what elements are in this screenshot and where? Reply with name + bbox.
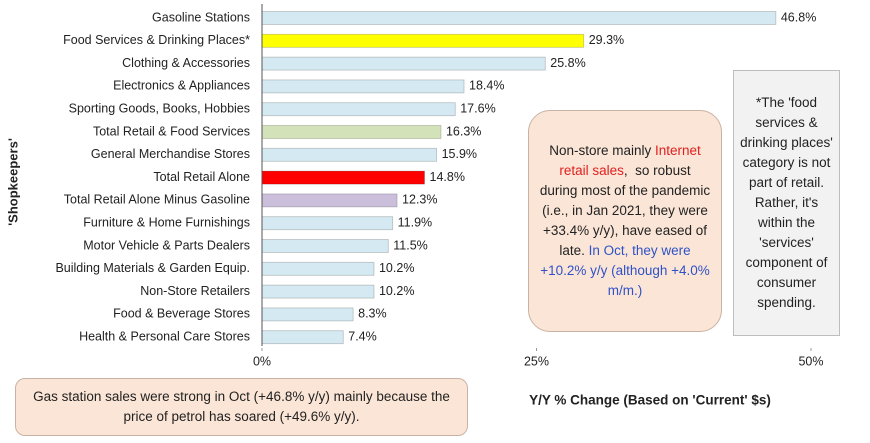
- bar: [261, 79, 465, 94]
- y-tick-label: Clothing & Accessories: [122, 56, 250, 70]
- annotation-text: Gas station sales were strong in Oct (+4…: [32, 387, 451, 427]
- value-label: 10.2%: [379, 261, 414, 275]
- y-tick-label: Total Retail Alone Minus Gasoline: [64, 193, 250, 207]
- y-tick-label: Motor Vehicle & Parts Dealers: [83, 238, 250, 252]
- bar: [261, 239, 389, 253]
- annotation-segment: *The 'food services & drinking places' c…: [740, 95, 837, 310]
- value-label: 29.3%: [589, 33, 624, 47]
- annotation: Non-store mainly Internet retail sales, …: [528, 110, 722, 332]
- annotation: *The 'food services & drinking places' c…: [733, 70, 840, 336]
- annotation-segment: , so robust during most of the pandemic …: [539, 163, 714, 258]
- value-label: 15.9%: [442, 147, 477, 161]
- annotation: Gas station sales were strong in Oct (+4…: [15, 378, 468, 436]
- y-tick-label: Non-Store Retailers: [140, 284, 250, 298]
- y-tick-label: Electronics & Appliances: [113, 79, 250, 93]
- y-tick-label: Food Services & Drinking Places*: [63, 33, 250, 47]
- bar: [261, 307, 354, 322]
- bar: [261, 33, 585, 48]
- y-tick-label: Furniture & Home Furnishings: [83, 215, 250, 229]
- value-label: 11.5%: [393, 238, 428, 252]
- bar: [261, 147, 437, 162]
- bar: [261, 102, 456, 117]
- bar: [261, 193, 398, 208]
- y-axis-title: 'Shopkeepers': [5, 138, 20, 226]
- annotation-segment: Non-store mainly: [549, 143, 655, 158]
- value-label: 16.3%: [446, 124, 481, 138]
- bar: [261, 11, 777, 25]
- annotation-text: Non-store mainly Internet retail sales, …: [539, 141, 711, 301]
- y-tick-label: General Merchandise Stores: [91, 147, 250, 161]
- value-label: 25.8%: [550, 56, 585, 70]
- annotation-text: *The 'food services & drinking places' c…: [740, 93, 833, 313]
- bar: [261, 56, 546, 71]
- value-label: 46.8%: [781, 10, 816, 24]
- value-label: 10.2%: [379, 284, 414, 298]
- value-label: 18.4%: [469, 79, 504, 93]
- y-tick-label: Total Retail & Food Services: [93, 124, 250, 138]
- value-label: 17.6%: [460, 101, 495, 115]
- y-tick-label: Gasoline Stations: [152, 10, 250, 24]
- value-label: 12.3%: [402, 193, 437, 207]
- value-label: 11.9%: [398, 215, 433, 229]
- annotation-segment: Gas station sales were strong in Oct (+4…: [33, 389, 454, 424]
- y-tick-label: Total Retail Alone: [153, 170, 250, 184]
- annotation-segment: Internet retail sales: [559, 143, 705, 178]
- x-tick-label: 50%: [798, 354, 823, 368]
- annotation-segment: In Oct, they were +10.2% y/y (although +…: [540, 243, 714, 298]
- bar: [261, 216, 394, 231]
- value-label: 8.3%: [358, 307, 387, 321]
- bar: [261, 170, 425, 185]
- x-tick-label: 0%: [253, 354, 271, 368]
- bar: [261, 125, 442, 139]
- y-tick-label: Health & Personal Care Stores: [79, 329, 250, 343]
- y-tick-label: Food & Beverage Stores: [113, 307, 250, 321]
- y-tick-label: Building Materials & Garden Equip.: [55, 261, 250, 275]
- value-label: 14.8%: [430, 170, 465, 184]
- bar: [261, 330, 344, 345]
- y-tick-label: Sporting Goods, Books, Hobbies: [69, 101, 250, 115]
- x-tick-label: 25%: [524, 354, 549, 368]
- bar: [261, 284, 375, 299]
- bar: [261, 261, 375, 276]
- x-axis-title: Y/Y % Change (Based on 'Current' $s): [529, 393, 771, 408]
- value-label: 7.4%: [348, 329, 377, 343]
